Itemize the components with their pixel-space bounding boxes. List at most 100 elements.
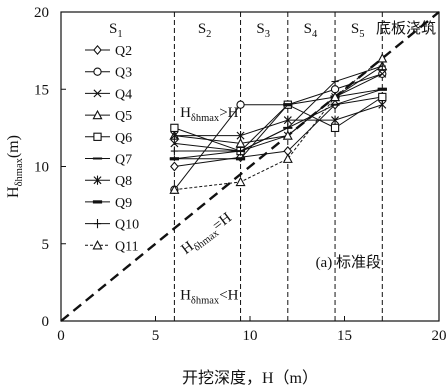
x-tick-label: 15 — [337, 328, 352, 344]
legend-label: Q6 — [115, 131, 132, 146]
data-point — [282, 130, 293, 140]
marker-square — [330, 123, 340, 133]
legend-item-q3: Q3 — [85, 66, 132, 81]
marker-square — [378, 92, 387, 102]
legend-label: Q10 — [115, 218, 139, 233]
data-point — [378, 61, 386, 71]
marker-triangle — [282, 153, 293, 163]
legend-marker — [93, 219, 102, 229]
stage-label-2: S2 — [198, 21, 212, 40]
y-tick-label: 0 — [42, 314, 50, 330]
top-right-label: 底板浇筑 — [376, 19, 436, 37]
stage-label-5: S5 — [351, 21, 365, 40]
y-axis-label: Hδhmax(m) — [5, 135, 25, 198]
data-point — [236, 131, 245, 141]
data-point — [330, 123, 340, 133]
legend-item-q9: Q9 — [85, 196, 132, 211]
plot-area: 0 5 10 15 20 0 5 10 15 20 开挖深度，H（m） Hδhmax(m) S1 S2 S3… — [5, 5, 446, 387]
legend-label: Q11 — [115, 239, 139, 254]
legend-item-q7: Q7 — [85, 153, 132, 168]
data-point — [235, 157, 246, 161]
data-point — [377, 53, 388, 63]
marker-triangle — [282, 130, 293, 140]
marker-square — [93, 132, 102, 141]
legend-item-q11: Q11 — [85, 239, 139, 254]
legend-item-q10: Q10 — [85, 218, 139, 233]
x-tick-label: 5 — [152, 328, 160, 344]
data-point — [170, 139, 179, 148]
legend-label: Q4 — [115, 87, 132, 102]
data-point — [169, 157, 179, 161]
data-point — [169, 184, 180, 194]
legend-marker — [92, 200, 103, 204]
legend-marker — [93, 89, 102, 98]
marker-hbar — [92, 200, 103, 204]
data-point — [170, 146, 178, 156]
data-point — [283, 103, 293, 107]
marker-triangle — [92, 240, 103, 250]
data-point — [282, 153, 293, 163]
annotation-above: Hδhmax>H — [180, 105, 239, 124]
marker-triangle — [169, 184, 180, 194]
legend: Q2 Q3 Q4 Q5 Q6 Q7 Q8 Q9 Q10 Q11 — [85, 44, 139, 254]
series-line — [174, 96, 383, 167]
annotation-below: Hδhmax<H — [180, 287, 239, 306]
marker-triangle — [92, 109, 103, 120]
legend-marker — [93, 67, 102, 76]
legend-label: Q3 — [115, 66, 132, 81]
marker-hbar — [235, 157, 246, 161]
legend-marker — [93, 44, 102, 56]
data-point — [331, 115, 340, 125]
data-point — [170, 131, 179, 141]
legend-marker — [93, 175, 102, 185]
data-point — [331, 76, 339, 87]
legend-label: Q5 — [115, 109, 132, 124]
marker-diamond — [170, 161, 179, 172]
marker-hbar — [169, 157, 179, 161]
marker-x-b — [93, 89, 102, 98]
legend-marker — [92, 240, 103, 250]
x-tick-label: 0 — [57, 328, 65, 344]
y-axis-label-group: Hδhmax(m) — [5, 135, 25, 198]
data-point — [330, 91, 341, 102]
marker-square — [170, 123, 179, 133]
data-point — [283, 115, 292, 125]
x-tick-label: 20 — [432, 328, 446, 344]
stage-label-1: S1 — [109, 21, 123, 40]
legend-label: Q2 — [115, 44, 132, 59]
data-point — [378, 100, 387, 110]
legend-item-q8: Q8 — [85, 174, 132, 189]
y-tick-label: 20 — [34, 5, 49, 21]
legend-label: Q8 — [115, 174, 132, 189]
legend-item-q2: Q2 — [85, 44, 132, 59]
series-q8 — [170, 100, 387, 141]
marker-triangle — [235, 176, 246, 187]
y-tick-label: 5 — [42, 237, 50, 253]
legend-item-q5: Q5 — [85, 109, 132, 124]
stage-label-4: S4 — [304, 21, 318, 40]
legend-item-q6: Q6 — [85, 131, 132, 146]
data-point — [378, 69, 387, 78]
data-point — [236, 146, 245, 156]
marker-hbar — [377, 87, 387, 91]
marker-circle — [93, 67, 102, 76]
y-tick-label: 10 — [34, 160, 49, 176]
legend-label: Q9 — [115, 196, 132, 211]
marker-circle — [236, 100, 245, 109]
x-axis-label: 开挖深度，H（m） — [182, 369, 318, 387]
legend-item-q4: Q4 — [85, 87, 132, 102]
data-point — [236, 100, 245, 109]
marker-triangle — [377, 53, 388, 63]
panel-label: (a) 标准段 — [316, 254, 381, 271]
legend-marker — [92, 109, 103, 120]
marker-x-b — [170, 139, 179, 148]
stage-label-3: S3 — [256, 21, 270, 40]
y-tick-label: 15 — [34, 82, 49, 98]
marker-hbar — [283, 103, 293, 107]
marker-x-b — [378, 69, 387, 78]
data-point — [378, 92, 387, 102]
reference-line — [60, 11, 440, 322]
data-point — [235, 176, 246, 187]
